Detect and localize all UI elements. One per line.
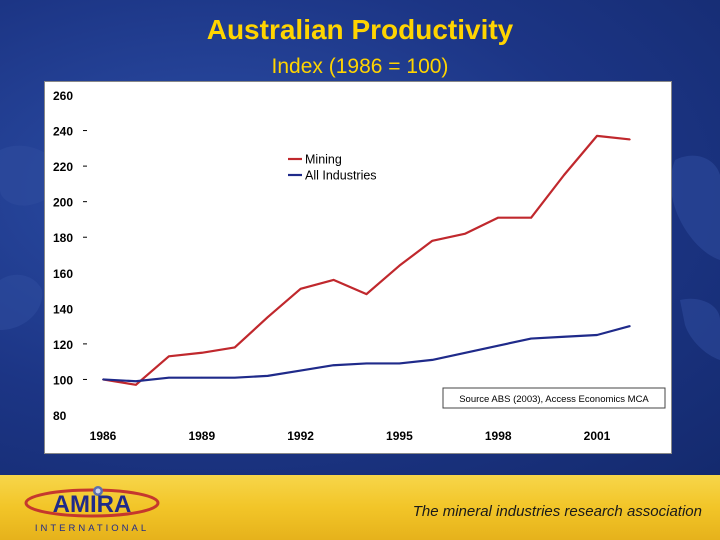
data-point-all-industries <box>102 379 104 381</box>
y-tick-label: 180 <box>53 231 73 245</box>
data-point-mining <box>530 217 532 219</box>
data-point-mining <box>629 139 631 141</box>
data-point-all-industries <box>399 363 401 365</box>
y-tick-label: 160 <box>53 267 73 281</box>
y-tick-label: 240 <box>53 125 73 139</box>
y-tick-label: 140 <box>53 302 73 316</box>
logo-subtext: INTERNATIONAL <box>35 523 149 534</box>
data-point-mining <box>267 316 269 318</box>
data-point-all-industries <box>530 338 532 340</box>
y-tick-label: 220 <box>53 160 73 174</box>
data-point-all-industries <box>201 377 203 379</box>
data-point-all-industries <box>267 375 269 377</box>
data-point-all-industries <box>432 359 434 361</box>
data-point-mining <box>432 240 434 242</box>
legend-label: All Industries <box>305 169 377 183</box>
legend-label: Mining <box>305 153 342 167</box>
y-tick-label: 260 <box>53 89 73 103</box>
data-point-mining <box>168 356 170 358</box>
source-note: Source ABS (2003), Access Economics MCA <box>459 394 649 405</box>
data-point-all-industries <box>234 377 236 379</box>
series-line-all-industries <box>103 326 630 381</box>
footer-tagline: The mineral industries research associat… <box>413 503 702 520</box>
slide-subtitle: Index (1986 = 100) <box>0 55 720 79</box>
data-point-mining <box>333 279 335 281</box>
data-point-mining <box>201 352 203 354</box>
data-point-all-industries <box>464 352 466 354</box>
data-point-mining <box>366 293 368 295</box>
data-point-mining <box>497 217 499 219</box>
x-tick-label: 1992 <box>287 429 314 443</box>
x-tick-label: 2001 <box>584 429 611 443</box>
logo-wordmark: AMIRA <box>53 491 132 518</box>
data-point-all-industries <box>333 364 335 366</box>
data-point-mining <box>399 265 401 267</box>
data-point-all-industries <box>168 377 170 379</box>
data-point-all-industries <box>629 325 631 327</box>
y-tick-label: 100 <box>53 373 73 387</box>
data-point-mining <box>464 233 466 235</box>
chart-panel: 260 240 220 200 180 160 140 120 100 80 1986 1989 199… <box>44 81 672 454</box>
productivity-chart: 260 240 220 200 180 160 140 120 100 80 1986 1989 199… <box>45 82 671 453</box>
data-point-mining <box>563 174 565 176</box>
data-point-mining <box>596 135 598 137</box>
data-point-all-industries <box>135 380 137 382</box>
y-tick-label: 200 <box>53 196 73 210</box>
x-tick-label: 1986 <box>90 429 117 443</box>
data-point-all-industries <box>300 370 302 372</box>
y-tick-label: 80 <box>53 409 67 423</box>
x-tick-label: 1995 <box>386 429 413 443</box>
data-point-all-industries <box>596 334 598 336</box>
x-tick-label: 1998 <box>485 429 512 443</box>
data-point-mining <box>300 288 302 290</box>
x-tick-label: 1989 <box>188 429 215 443</box>
slide-title: Australian Productivity <box>0 14 720 46</box>
data-point-all-industries <box>497 345 499 347</box>
data-point-mining <box>234 347 236 349</box>
footer-bar: AMIRA INTERNATIONAL The mineral industri… <box>0 475 720 540</box>
amira-logo: AMIRA INTERNATIONAL <box>22 481 162 537</box>
data-point-all-industries <box>366 363 368 365</box>
data-point-mining <box>135 384 137 386</box>
y-tick-label: 120 <box>53 338 73 352</box>
data-point-all-industries <box>563 336 565 338</box>
